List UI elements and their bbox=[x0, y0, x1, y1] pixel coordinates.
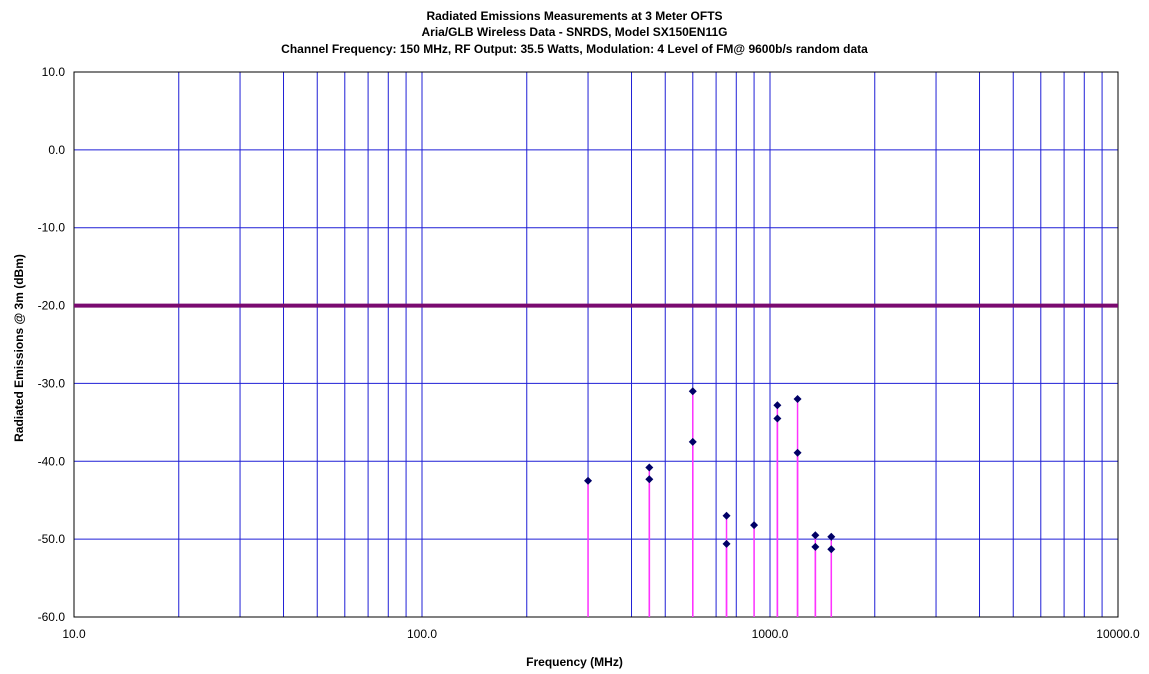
chart-title-line-1: Radiated Emissions Measurements at 3 Met… bbox=[426, 9, 723, 23]
x-tick-label: 1000.0 bbox=[752, 627, 789, 641]
x-tick-label: 100.0 bbox=[407, 627, 437, 641]
data-point bbox=[722, 539, 731, 548]
data-point bbox=[773, 401, 782, 410]
data-point bbox=[793, 448, 802, 457]
data-point bbox=[793, 395, 802, 403]
data-point bbox=[811, 531, 820, 540]
y-tick-label: -20.0 bbox=[38, 299, 66, 313]
data-point bbox=[827, 532, 836, 541]
data-point bbox=[827, 545, 836, 554]
y-axis-label: Radiated Emissions @ 3m (dBm) bbox=[12, 254, 26, 442]
y-tick-label: -50.0 bbox=[38, 532, 66, 546]
data-point bbox=[688, 437, 697, 446]
data-point bbox=[750, 521, 759, 530]
y-tick-label: -10.0 bbox=[38, 221, 66, 235]
y-tick-label: -30.0 bbox=[38, 376, 66, 390]
y-tick-label: 10.0 bbox=[42, 65, 66, 79]
data-point bbox=[584, 476, 593, 485]
plot-border bbox=[73, 71, 1119, 618]
x-tick-label: 10.0 bbox=[62, 627, 86, 641]
y-tick-label: -60.0 bbox=[38, 610, 66, 624]
data-point bbox=[688, 387, 697, 396]
data-point bbox=[722, 511, 731, 520]
chart-title-line-3: Channel Frequency: 150 MHz, RF Output: 3… bbox=[281, 42, 868, 56]
data-point bbox=[645, 475, 654, 484]
chart-title-line-2: Aria/GLB Wireless Data - SNRDS, Model SX… bbox=[421, 25, 728, 39]
y-tick-label: -40.0 bbox=[38, 454, 66, 468]
data-point bbox=[811, 542, 820, 551]
data-point bbox=[773, 414, 782, 423]
x-axis-label: Frequency (MHz) bbox=[526, 655, 623, 669]
data-point bbox=[645, 463, 654, 472]
x-tick-label: 10000.0 bbox=[1096, 627, 1140, 641]
y-tick-label: 0.0 bbox=[48, 143, 65, 157]
